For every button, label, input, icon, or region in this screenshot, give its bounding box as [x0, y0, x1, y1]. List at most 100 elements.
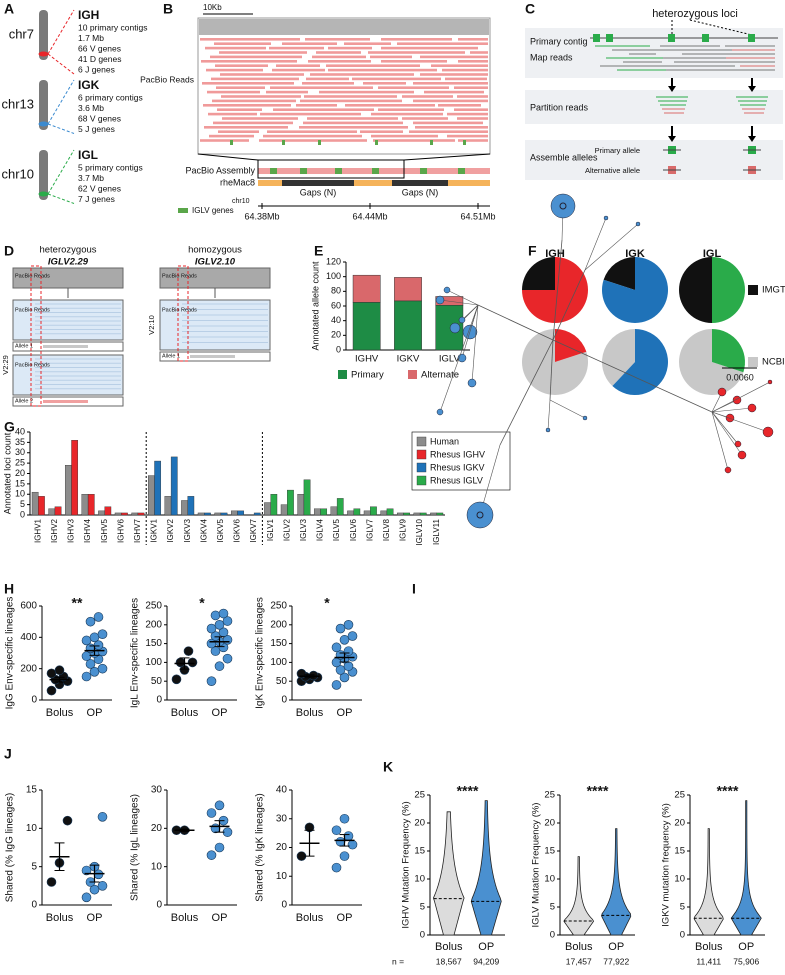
tree-node [725, 413, 735, 423]
x-tick-label: IGHV6 [116, 518, 125, 543]
legend-label: Human [430, 436, 459, 446]
data-point [97, 812, 108, 822]
decoration-rect [378, 86, 449, 89]
y-axis-label: Annotated loci count [2, 432, 12, 514]
x-tick-label: OP [87, 912, 103, 924]
decoration-rect [454, 86, 488, 89]
gene-label: IGLV2.29 [48, 257, 89, 268]
tree-node [550, 193, 576, 219]
x-tick-label: IGKV1 [150, 518, 159, 542]
y-tick-label: 60 [331, 300, 341, 310]
n-label: 17,457 [566, 956, 592, 966]
x-tick-label: Bolus [46, 912, 74, 924]
decoration-line [47, 79, 75, 125]
y-tick-label: 10 [674, 874, 685, 885]
pie-slice-remainder [555, 329, 587, 362]
x-tick-label: IGKV6 [233, 518, 242, 542]
significance: * [324, 595, 330, 611]
decoration-rect [222, 117, 298, 120]
decoration-rect [457, 95, 488, 98]
gap-label: Gaps (N) [402, 187, 439, 197]
locus-marker [38, 51, 49, 57]
decoration-rect [296, 104, 337, 107]
tree-node [458, 316, 466, 324]
x-tick-label: IGKV3 [183, 518, 192, 542]
bar [320, 508, 328, 516]
y-tick-label: 40 [276, 785, 288, 796]
data-point [210, 823, 221, 834]
decoration-rect [299, 126, 408, 129]
track-label: PacBio Reads [162, 273, 197, 279]
y-tick-label: 15 [674, 846, 685, 857]
legend-label: Rhesus IGHV [430, 449, 485, 459]
y-tick-label: 20 [544, 818, 555, 829]
decoration-rect [218, 130, 259, 133]
y-tick-label: 0 [31, 900, 37, 911]
decoration-rect [375, 140, 378, 145]
bar [131, 512, 139, 516]
track-label: PacBio Reads [15, 307, 50, 313]
bar [220, 512, 228, 516]
decoration-line [461, 304, 479, 321]
bar [303, 479, 311, 516]
decoration-rect [217, 108, 262, 111]
y-tick-label: 20 [151, 823, 163, 834]
decoration-rect [458, 139, 488, 142]
chromosome-label: chr13 [1, 96, 34, 111]
decoration-rect [204, 126, 288, 129]
decoration-rect [431, 64, 488, 67]
y-tick-label: 600 [20, 601, 37, 612]
decoration-rect [392, 180, 448, 186]
y-tick-label: 10 [151, 861, 163, 872]
tree-node-center [476, 511, 484, 519]
tree-node [449, 322, 461, 334]
legend-label: IGLV genes [192, 206, 234, 215]
bar [204, 512, 211, 516]
data-point [222, 653, 233, 664]
tree-node [436, 408, 444, 416]
decoration-rect [413, 99, 488, 103]
decoration-rect [319, 90, 414, 94]
data-point [210, 631, 221, 641]
track-label: PacBio Reads [15, 362, 50, 368]
data-point [214, 800, 225, 811]
y-axis-label: Shared (% IgL lineages) [130, 794, 141, 901]
data-point [62, 815, 73, 826]
decoration-rect [199, 19, 489, 35]
y-tick-label: 0 [680, 930, 685, 941]
bar [287, 489, 294, 516]
violin [470, 800, 502, 936]
track-label: Allele 1 [15, 343, 33, 349]
data-point [206, 808, 217, 818]
y-tick-label: 5 [20, 499, 25, 509]
y-tick-label: 0 [281, 695, 287, 706]
significance: **** [457, 783, 479, 799]
decoration-rect [442, 68, 488, 72]
y-tick-label: 0 [420, 930, 425, 941]
n-prefix: n = [392, 956, 404, 966]
tree-node [466, 501, 494, 529]
y-tick-label: 0 [281, 900, 287, 911]
legend-label: Rhesus IGKV [430, 462, 485, 472]
x-tick-label: Bolus [695, 941, 723, 953]
tree-node-center [559, 202, 567, 210]
pie-slice-remainder [612, 329, 668, 395]
decoration-rect [458, 38, 488, 41]
locus-fact: 6 primary contigs [78, 92, 143, 102]
data-point [54, 665, 65, 676]
data-point [171, 674, 182, 685]
decoration-rect [318, 140, 321, 145]
decoration-rect [272, 68, 325, 72]
decoration-rect [267, 130, 357, 133]
data-point [343, 831, 354, 841]
x-tick-label: OP [87, 707, 103, 719]
gap-label: Gaps (N) [300, 187, 337, 197]
data-point [347, 631, 358, 641]
x-tick-label: IGKV7 [249, 518, 258, 542]
decoration-rect [200, 38, 300, 41]
data-point [335, 665, 346, 675]
tree-node [724, 466, 732, 474]
panel-letter: E [314, 243, 323, 259]
decoration-rect [415, 126, 488, 129]
decoration-rect [205, 46, 266, 50]
